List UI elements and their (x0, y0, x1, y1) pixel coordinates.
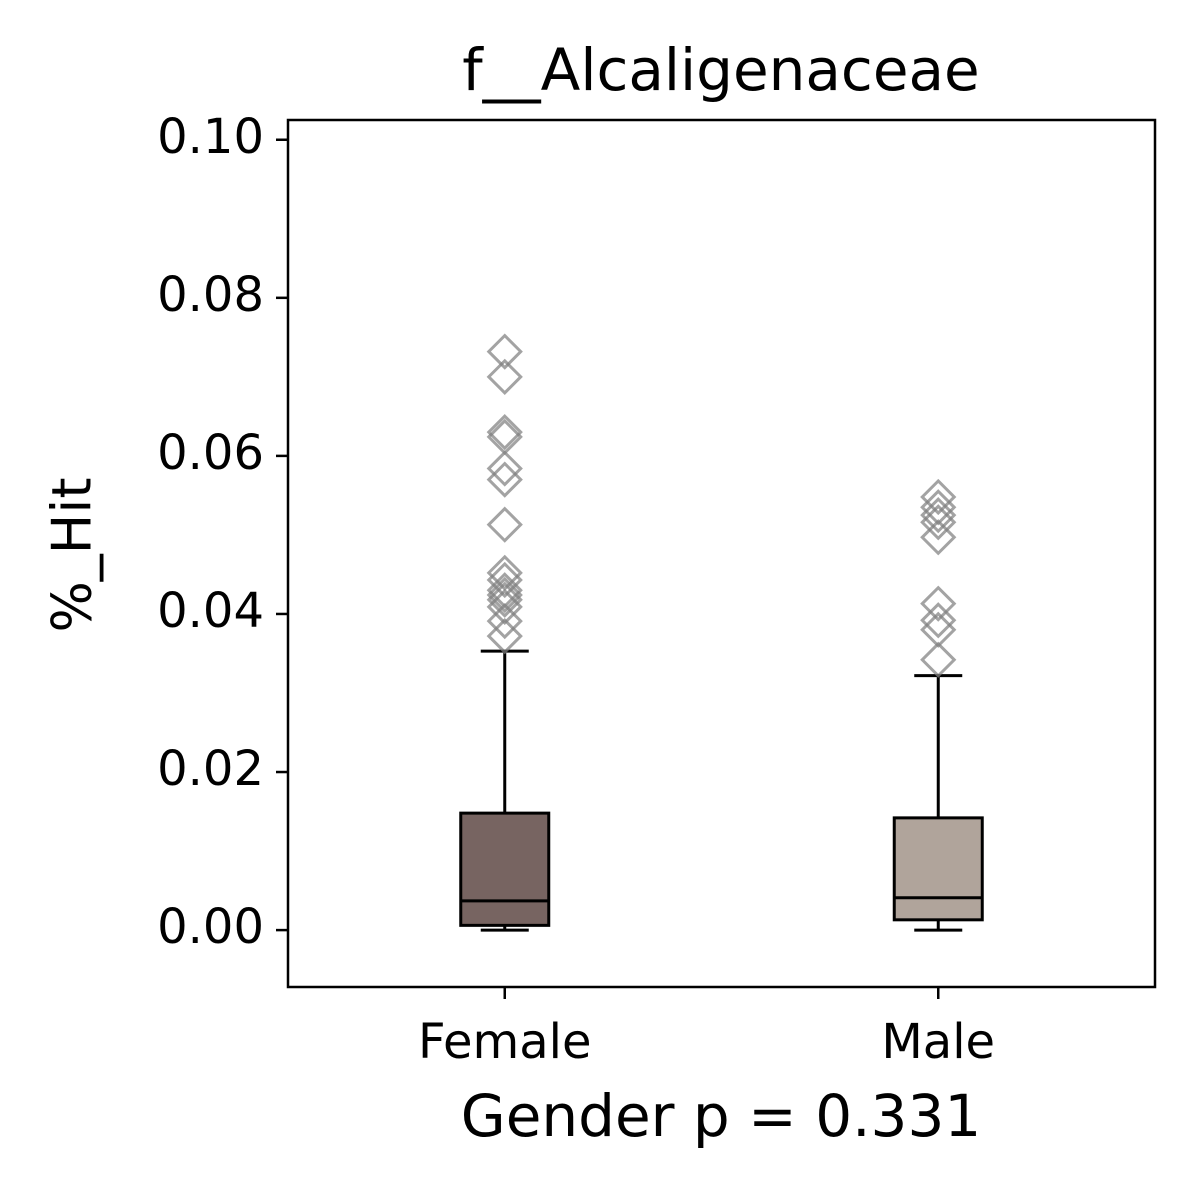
flier (486, 561, 523, 599)
flier (486, 358, 523, 395)
y-tick-label: 0.02 (157, 741, 264, 797)
flier (920, 478, 957, 516)
box (892, 816, 984, 922)
flier (920, 641, 957, 678)
flier (920, 602, 957, 639)
x-tick-label: Male (881, 1014, 995, 1070)
flier (486, 602, 523, 640)
flier (920, 585, 957, 622)
flier (486, 461, 523, 498)
y-tick-label: 0.08 (157, 267, 264, 323)
y-tick-label: 0.10 (157, 109, 264, 165)
chart-title: f__Alcaligenaceae (462, 36, 979, 104)
flier (920, 519, 957, 556)
flier (486, 414, 523, 451)
x-tick-label: Female (418, 1014, 592, 1070)
y-axis-label: %_Hit (41, 477, 104, 632)
y-tick-label: 0.06 (157, 425, 264, 481)
y-tick-label: 0.04 (157, 583, 264, 639)
flier (486, 506, 523, 543)
flier (486, 576, 523, 614)
flier (920, 497, 957, 534)
box (459, 811, 551, 927)
flier (920, 504, 957, 541)
flier (486, 588, 523, 625)
x-axis-label: Gender p = 0.331 (461, 1082, 982, 1150)
flier (486, 333, 523, 370)
flier (486, 450, 523, 487)
flier (486, 581, 523, 618)
y-tick-label: 0.00 (157, 899, 264, 955)
flier (486, 617, 523, 655)
plot-frame (286, 118, 1157, 989)
